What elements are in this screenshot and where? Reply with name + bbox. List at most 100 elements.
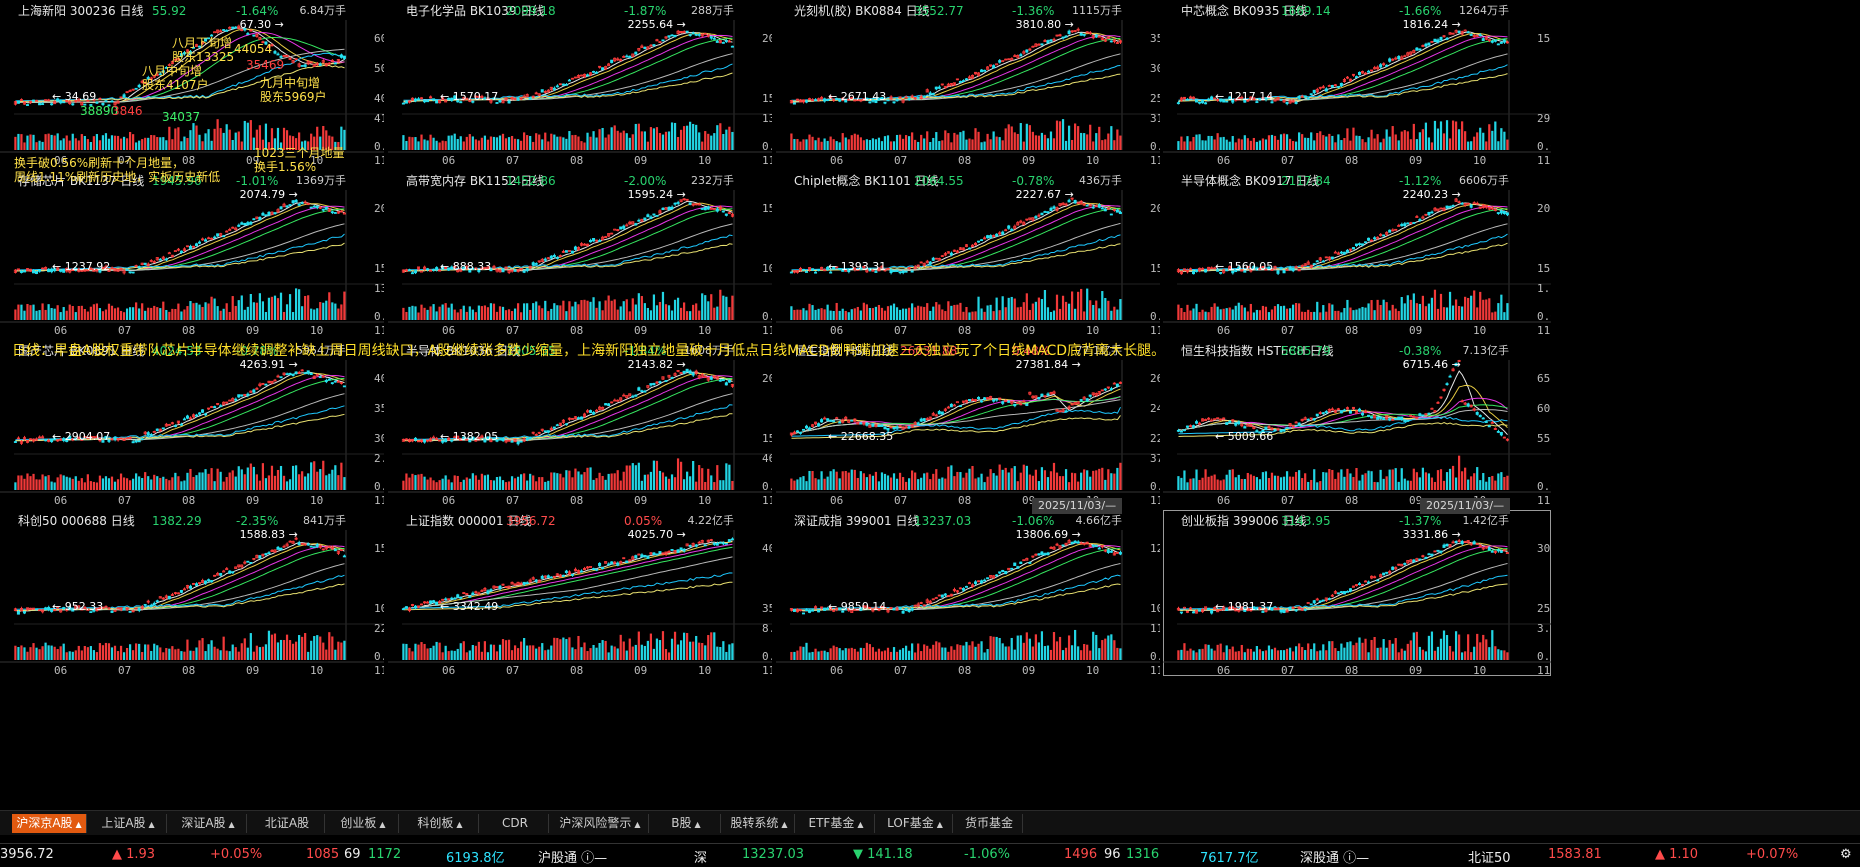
volume-bar xyxy=(463,306,465,320)
volume-bar xyxy=(319,302,321,320)
candle-body xyxy=(890,270,892,273)
candle-body xyxy=(1177,103,1179,104)
candle-body xyxy=(204,414,206,415)
volume-bar xyxy=(141,139,143,150)
kline-panel[interactable]: 半导体 BK1036 日线1905.55-1.84%1608万手2000.001… xyxy=(388,340,772,506)
volume-bar xyxy=(280,466,282,490)
candle-body xyxy=(111,611,113,612)
volume-bar xyxy=(132,650,134,660)
volume-bar xyxy=(123,477,125,490)
kline-panel[interactable]: 恒生指数 HSI 日线26031.880.48%77.1亿手26000.0240… xyxy=(776,340,1160,506)
kline-panel[interactable]: 存储芯片 BK1137 日线1945.96-1.01%1369万手2000.00… xyxy=(0,170,384,336)
volume-bar xyxy=(499,477,501,490)
volume-bar xyxy=(1244,479,1246,490)
volume-bar xyxy=(1491,312,1493,320)
candle-body xyxy=(713,38,715,39)
candle-body xyxy=(790,272,792,273)
volume-bar xyxy=(1223,479,1225,490)
candle-body xyxy=(1404,224,1406,226)
volume-bar xyxy=(817,309,819,320)
kline-panel[interactable]: 电子化学品 BK1039 日线2099.18-1.87%288万手2000.00… xyxy=(388,0,772,166)
volume-bar xyxy=(511,476,513,490)
volume-bar xyxy=(1434,290,1436,320)
volume-bar xyxy=(159,308,161,320)
volume-bar xyxy=(144,138,146,150)
candle-body xyxy=(1207,99,1209,100)
candle-body xyxy=(929,262,931,264)
candle-body xyxy=(1192,426,1194,428)
volume-bar xyxy=(481,474,483,490)
volume-bar xyxy=(592,480,594,490)
volume-tick-label: 1.78 xyxy=(1537,282,1551,295)
volume-bar xyxy=(586,133,588,150)
volume-bar xyxy=(1035,302,1037,320)
kline-panel[interactable]: 国产芯片 BK0891 日线4024.53-0.78%5954万手4000.00… xyxy=(0,340,384,506)
volume-bar xyxy=(96,652,98,660)
kline-panel[interactable]: 高带宽内存 BK1152 日线1452.86-2.00%232万手1500.00… xyxy=(388,170,772,336)
candle-body xyxy=(535,580,537,581)
kline-panel[interactable]: 科创50 000688 日线1382.29-2.35%841万手1500.001… xyxy=(0,510,384,676)
volume-bar xyxy=(986,134,988,150)
volume-bar xyxy=(839,142,841,150)
volume-bar xyxy=(602,476,604,490)
volume-bar xyxy=(956,305,958,320)
volume-bar xyxy=(608,134,610,150)
y-tick-label: 1500.00 xyxy=(374,262,384,275)
volume-bar xyxy=(790,133,792,150)
volume-bar xyxy=(1110,473,1112,490)
low-price-label: ← 2671.43 xyxy=(828,90,886,103)
candle-body xyxy=(1401,417,1403,419)
candle-body xyxy=(911,271,913,272)
volume-bar xyxy=(48,304,50,320)
volume-bar xyxy=(1065,302,1067,320)
volume-bar xyxy=(1377,482,1379,490)
volume-bar xyxy=(683,126,685,150)
volume-bar xyxy=(999,465,1001,490)
volume-bar xyxy=(1192,308,1194,320)
volume-bar xyxy=(1050,132,1052,150)
chart-grid: 上海新阳 300236 日线55.92-1.64%6.84万手60.0050.0… xyxy=(0,0,1860,808)
candle-body xyxy=(214,237,216,238)
volume-bar xyxy=(1343,138,1345,150)
candle-body xyxy=(553,427,555,428)
volume-bar xyxy=(1207,477,1209,490)
volume-bar xyxy=(710,632,712,660)
candle-body xyxy=(235,27,237,28)
volume-bar xyxy=(93,304,95,320)
volume-bar xyxy=(469,306,471,320)
candle-body xyxy=(653,214,655,215)
volume-bar xyxy=(147,476,149,490)
volume-bar xyxy=(842,471,844,490)
volume-bar xyxy=(135,302,137,320)
volume-bar xyxy=(1313,140,1315,150)
volume-bar xyxy=(445,141,447,150)
candle-body xyxy=(836,418,838,419)
volume-bar xyxy=(1304,312,1306,320)
candle-body xyxy=(653,553,655,555)
kline-panel[interactable]: Chiplet概念 BK1101 日线2064.55-0.78%436万手200… xyxy=(776,170,1160,336)
volume-tick-label: 1355.00 xyxy=(374,282,384,295)
kline-panel[interactable]: 光刻机(胶) BK0884 日线3552.77-1.36%1115万手3500.… xyxy=(776,0,1160,166)
candle-body xyxy=(671,549,673,550)
volume-bar xyxy=(1232,469,1234,490)
volume-tick-label: 0.00 xyxy=(1537,310,1551,323)
volume-bar xyxy=(674,123,676,150)
volume-bar xyxy=(250,294,252,320)
kline-panel[interactable]: 上证指数 000001 日线3956.720.05%4.22亿手4000.003… xyxy=(388,510,772,676)
volume-bar xyxy=(830,471,832,490)
volume-bar xyxy=(1488,298,1490,320)
volume-bar xyxy=(517,303,519,320)
candle-body xyxy=(17,612,19,614)
volume-bar xyxy=(1053,463,1055,490)
volume-bar xyxy=(1065,141,1067,150)
volume-bar xyxy=(802,139,804,150)
volume-bar xyxy=(57,305,59,320)
candle-body xyxy=(408,270,410,271)
volume-bar xyxy=(490,480,492,490)
volume-bar xyxy=(814,478,816,490)
volume-bar xyxy=(1056,121,1058,150)
volume-bar xyxy=(824,309,826,320)
